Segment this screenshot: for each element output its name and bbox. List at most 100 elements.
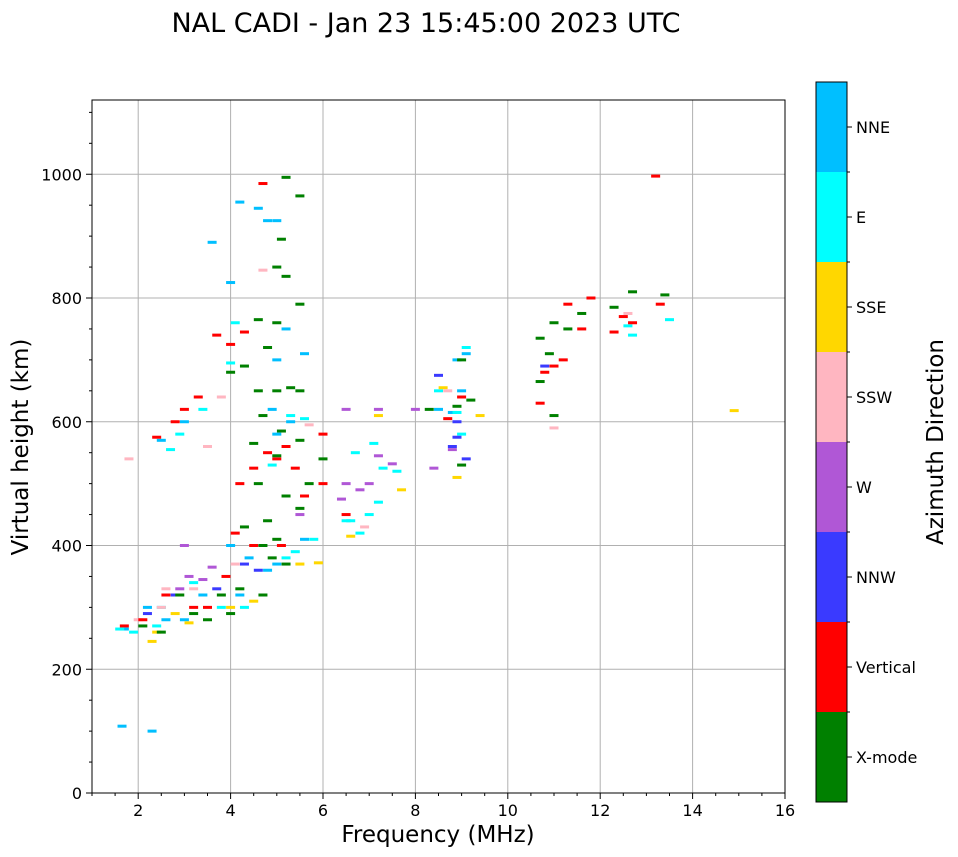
echo-point-x-mode <box>660 293 670 297</box>
colorbar-title: Azimuth Direction <box>923 339 949 545</box>
echo-point-vertical <box>249 466 259 470</box>
echo-point-x-mode <box>272 321 282 325</box>
echo-point-nne <box>207 240 217 244</box>
echo-point-vertical <box>318 482 328 486</box>
echo-point-vertical <box>628 321 638 325</box>
echo-point-nne <box>434 407 443 411</box>
echo-point-sse <box>313 561 323 565</box>
echo-point-ssw <box>189 587 199 591</box>
echo-point-nne <box>452 358 462 362</box>
echo-point-e <box>364 513 374 517</box>
echo-point-x-mode <box>452 404 462 408</box>
echo-point-x-mode <box>549 414 559 418</box>
echo-point-ssw <box>360 525 370 529</box>
echo-point-vertical <box>609 330 619 334</box>
y-axis-label: Virtual height (km) <box>8 339 34 556</box>
grid <box>92 100 785 793</box>
colorbar-label: W <box>856 478 872 497</box>
echo-point-nnw <box>212 587 222 591</box>
echo-point-e <box>166 448 176 452</box>
echo-point-ssw <box>133 618 143 622</box>
echo-point-ssw <box>124 457 134 461</box>
echo-point-ssw <box>258 268 268 272</box>
echo-point-x-mode <box>281 562 291 566</box>
echo-point-x-mode <box>286 386 296 390</box>
echo-point-x-mode <box>272 454 282 458</box>
echo-point-sse <box>226 605 236 609</box>
x-tick-label: 4 <box>226 801 236 820</box>
echo-point-x-mode <box>295 194 305 198</box>
echo-point-x-mode <box>138 624 148 628</box>
y-tick-label: 200 <box>51 660 82 679</box>
echo-point-w <box>175 587 185 591</box>
echo-point-x-mode <box>239 525 249 529</box>
colorbar-band-vertical <box>816 622 847 712</box>
echo-point-x-mode <box>249 441 259 445</box>
echo-point-x-mode <box>189 612 199 616</box>
echo-point-e <box>239 605 249 609</box>
echo-point-nne <box>117 724 127 728</box>
echo-point-e <box>452 410 462 414</box>
echo-point-nne <box>156 438 166 442</box>
echo-point-e <box>175 432 185 436</box>
echo-point-vertical <box>651 174 661 178</box>
echo-point-x-mode <box>577 311 587 315</box>
echo-point-e <box>189 581 199 585</box>
echo-point-vertical <box>443 417 453 421</box>
echo-point-x-mode <box>628 290 638 294</box>
echo-point-x-mode <box>263 346 273 349</box>
echo-point-x-mode <box>457 463 467 467</box>
echo-point-vertical <box>281 445 291 448</box>
colorbar-label: X-mode <box>856 748 917 767</box>
echo-point-nne <box>179 618 189 622</box>
colorbar-label: NNW <box>856 568 896 587</box>
echo-point-nne <box>267 407 277 411</box>
colorbar-band-w <box>816 442 847 532</box>
echo-point-e <box>350 451 360 455</box>
echo-point-x-mode <box>258 414 268 418</box>
echo-point-x-mode <box>239 364 249 368</box>
colorbar-label: SSW <box>856 388 892 407</box>
echo-point-x-mode <box>457 358 467 362</box>
echo-point-nne <box>235 593 245 597</box>
data-marks <box>115 174 739 733</box>
echo-point-vertical <box>249 544 259 547</box>
colorbar-band-nne <box>816 82 847 172</box>
echo-point-e <box>434 389 443 393</box>
colorbar-label: NNE <box>856 118 890 137</box>
echo-point-x-mode <box>156 630 166 634</box>
x-tick-label: 2 <box>133 801 143 820</box>
y-tick-label: 0 <box>72 784 82 803</box>
echo-point-sse <box>152 630 162 634</box>
x-tick-label: 10 <box>498 801 518 820</box>
echo-point-e <box>355 531 365 535</box>
echo-point-e <box>628 333 638 337</box>
echo-point-x-mode <box>466 398 476 402</box>
y-tick-label: 600 <box>51 413 82 432</box>
echo-point-w <box>336 497 346 501</box>
echo-point-x-mode <box>263 519 273 523</box>
echo-point-nne <box>142 605 152 609</box>
echo-point-ssw <box>549 426 559 430</box>
echo-point-x-mode <box>609 305 619 309</box>
echo-point-vertical <box>138 618 148 622</box>
echo-point-vertical <box>577 327 587 331</box>
echo-point-vertical <box>258 182 268 186</box>
echo-point-sse <box>170 612 180 616</box>
echo-point-nnw <box>452 420 462 424</box>
echo-point-vertical <box>563 302 573 306</box>
echo-point-nne <box>161 618 171 622</box>
echo-point-e <box>392 469 402 473</box>
echo-point-vertical <box>226 342 236 346</box>
colorbar-label: E <box>856 208 866 227</box>
echo-point-vertical <box>272 457 282 461</box>
echo-point-nne <box>272 358 282 362</box>
echo-point-w <box>429 466 439 470</box>
echo-point-nnw <box>253 568 263 572</box>
echo-point-x-mode <box>258 544 268 547</box>
echo-point-x-mode <box>281 175 291 179</box>
echo-point-sse <box>295 562 305 566</box>
echo-point-sse <box>184 621 194 625</box>
echo-point-vertical <box>152 435 162 439</box>
colorbar-frame <box>815 81 848 803</box>
